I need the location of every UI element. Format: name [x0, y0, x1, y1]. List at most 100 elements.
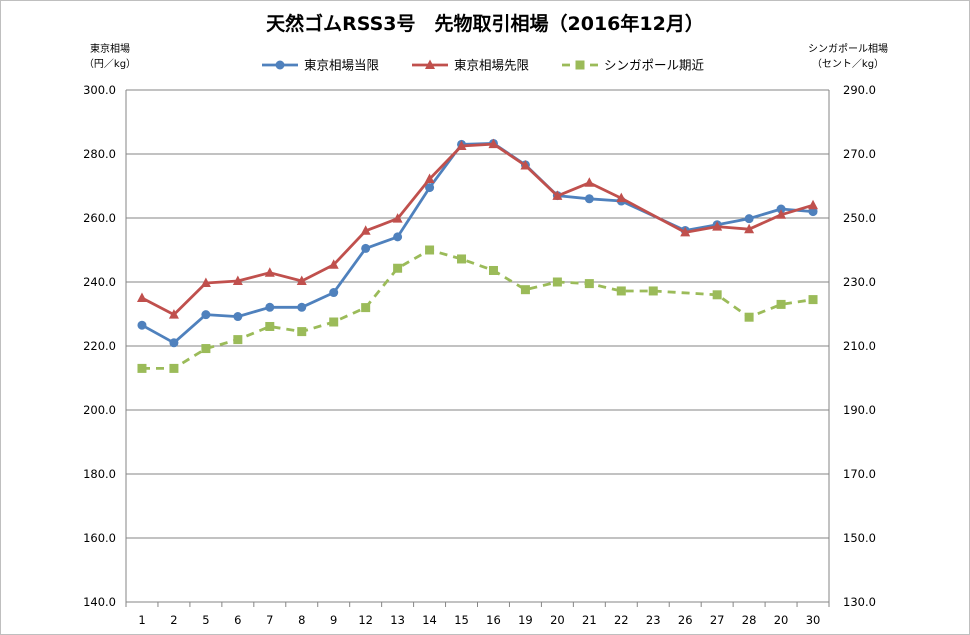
legend-label: 東京相場当限 [304, 58, 380, 73]
data-point [712, 221, 723, 231]
left-tick-label: 260.0 [83, 211, 116, 225]
data-point [808, 207, 818, 217]
series-3 [137, 245, 818, 373]
x-tick-label: 20 [550, 613, 565, 627]
x-tick-label: 30 [806, 613, 821, 627]
data-point [361, 243, 371, 253]
data-point [169, 338, 179, 348]
x-tick-label: 22 [614, 613, 629, 627]
data-point [776, 204, 786, 214]
x-tick-label: 28 [742, 613, 757, 627]
x-tick-label: 2 [170, 613, 177, 627]
series-line [141, 142, 814, 317]
data-point [488, 265, 498, 275]
left-tick-label: 200.0 [83, 403, 116, 417]
x-tick-label: 5 [202, 613, 209, 627]
data-point [808, 295, 818, 305]
right-tick-label: 130.0 [843, 595, 876, 609]
x-tick-label: 6 [234, 613, 241, 627]
data-point [329, 317, 339, 327]
x-tick-label: 20 [774, 613, 789, 627]
left-axis-unit-line2: （円／kg） [84, 58, 136, 70]
data-point [392, 213, 403, 223]
right-axis-unit-line1: シンガポール相場 [808, 42, 888, 55]
left-tick-label: 240.0 [83, 275, 116, 289]
data-point [648, 286, 658, 296]
data-point [712, 290, 722, 300]
data-point [232, 275, 243, 286]
data-point [520, 160, 531, 170]
data-point [265, 321, 275, 331]
x-tick-label: 7 [266, 613, 273, 627]
legend-label: 東京相場先限 [454, 58, 530, 73]
left-axis-unit-line1: 東京相場 [90, 42, 130, 55]
right-tick-label: 150.0 [843, 531, 876, 545]
data-point [424, 173, 435, 183]
x-tick-label: 12 [358, 613, 373, 627]
series-1 [137, 138, 818, 348]
right-tick-label: 230.0 [843, 275, 876, 289]
right-tick-label: 190.0 [843, 403, 876, 417]
data-point [137, 363, 147, 373]
x-tick-label: 14 [422, 613, 437, 627]
data-point [744, 214, 754, 224]
legend: 東京相場当限 東京相場先限 シンガポール期近 [262, 58, 705, 73]
legend-swatch-marker [575, 60, 585, 70]
data-point [584, 194, 594, 204]
data-point [233, 335, 243, 345]
gridlines [126, 89, 829, 603]
data-point [488, 138, 499, 149]
data-point [169, 363, 179, 373]
data-point [744, 223, 755, 234]
left-tick-label: 140.0 [83, 595, 116, 609]
left-tick-label: 160.0 [83, 531, 116, 545]
right-tick-label: 210.0 [843, 339, 876, 353]
data-point [680, 226, 691, 237]
data-point [168, 309, 179, 319]
tick-labels: 140.0 160.0 180.0 200.0 220.0 240.0 260.0 280.0… [83, 83, 876, 627]
data-point [584, 177, 595, 187]
data-point [776, 209, 787, 219]
legend-swatch-marker [425, 59, 435, 69]
series-line [142, 248, 814, 370]
left-tick-label: 220.0 [83, 339, 116, 353]
right-tick-label: 270.0 [843, 147, 876, 161]
x-tick-label: 9 [330, 613, 337, 627]
data-point [137, 320, 147, 330]
right-tick-label: 250.0 [843, 211, 876, 225]
data-point [744, 312, 754, 322]
data-point [808, 199, 819, 210]
data-point [201, 344, 211, 354]
data-point [584, 279, 594, 289]
chart-title: 天然ゴムRSS3号 先物取引相場（2016年12月） [266, 12, 704, 35]
x-tick-label: 26 [678, 613, 693, 627]
right-axis-unit-line2: （セント／kg） [812, 58, 884, 70]
series-line [141, 141, 814, 345]
legend-swatch-marker [275, 60, 285, 70]
right-tick-label: 290.0 [843, 83, 876, 97]
x-tick-label: 15 [454, 613, 469, 627]
right-tick-label: 170.0 [843, 467, 876, 481]
data-point [552, 277, 562, 287]
x-tick-label: 1 [138, 613, 145, 627]
data-point [328, 259, 339, 269]
data-point [393, 232, 403, 242]
data-point [360, 225, 371, 235]
data-point [201, 310, 211, 320]
left-tick-label: 180.0 [83, 467, 116, 481]
data-point [393, 263, 403, 273]
data-point [776, 299, 786, 309]
data-point [297, 302, 307, 312]
left-tick-label: 300.0 [83, 83, 116, 97]
x-tick-label: 21 [582, 613, 597, 627]
data-point [233, 312, 243, 322]
x-tick-label: 8 [298, 613, 305, 627]
x-tick-label: 19 [518, 613, 533, 627]
data-point [425, 245, 435, 255]
data-point [616, 192, 627, 203]
data-point [520, 285, 530, 295]
series-2 [136, 138, 819, 319]
data-point [297, 327, 307, 337]
data-point [361, 303, 371, 313]
